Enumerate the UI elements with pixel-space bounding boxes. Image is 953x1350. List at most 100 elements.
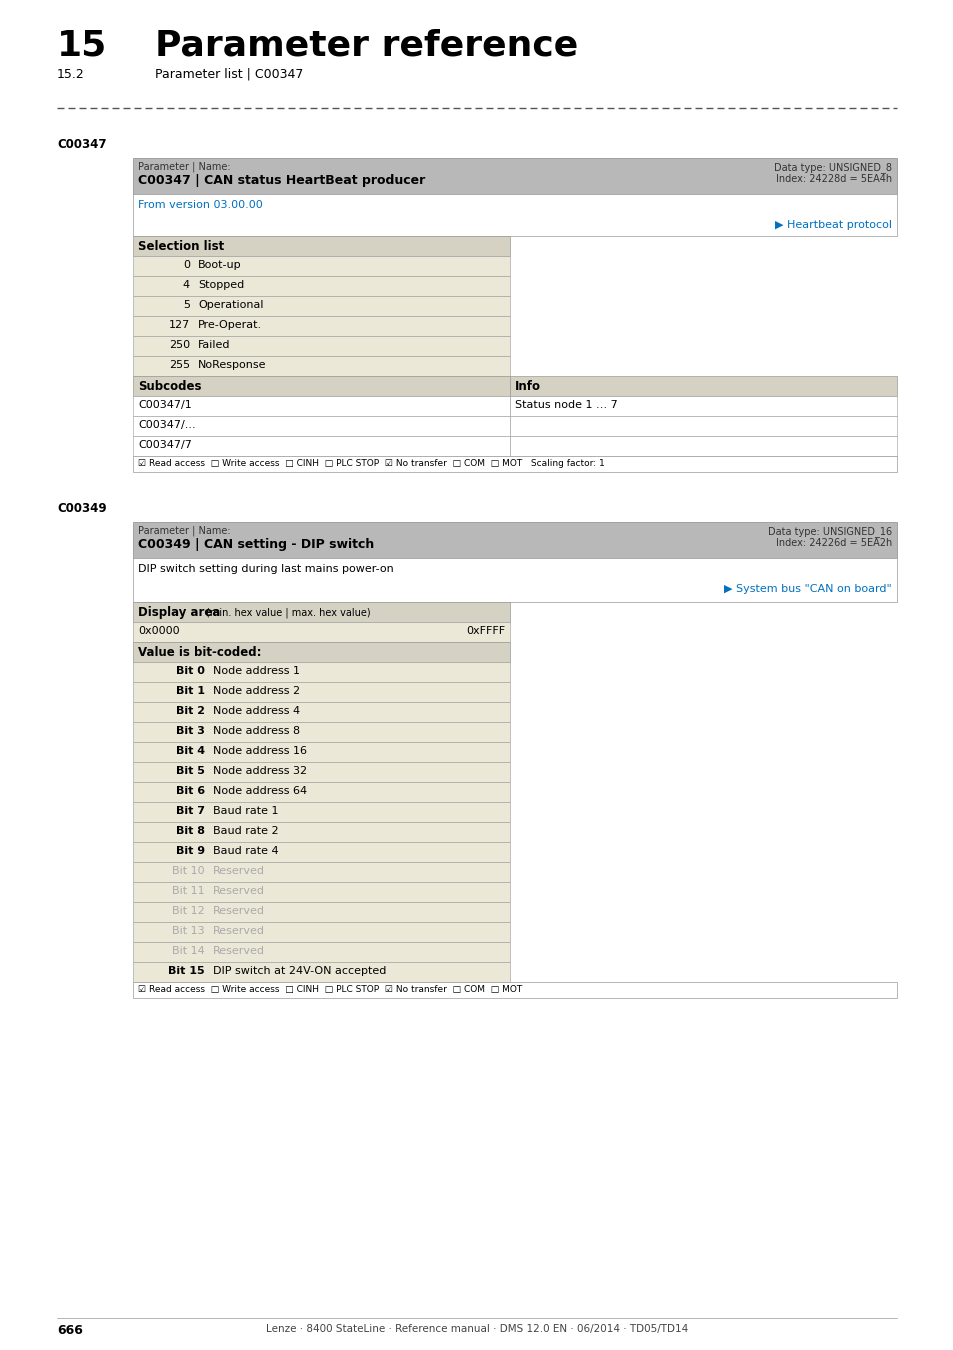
Text: Lenze · 8400 StateLine · Reference manual · DMS 12.0 EN · 06/2014 · TD05/TD14: Lenze · 8400 StateLine · Reference manua…	[266, 1324, 687, 1334]
Text: Data type: UNSIGNED_8: Data type: UNSIGNED_8	[773, 162, 891, 173]
Text: Bit 8: Bit 8	[175, 826, 205, 836]
Text: Index: 24228d = 5EA4h: Index: 24228d = 5EA4h	[775, 174, 891, 184]
Bar	[132, 194, 896, 236]
Bar	[132, 336, 510, 356]
Bar	[132, 275, 510, 296]
Text: Failed: Failed	[198, 340, 231, 350]
Bar	[132, 456, 896, 472]
Text: Parameter reference: Parameter reference	[154, 28, 578, 62]
Bar	[132, 942, 510, 963]
Bar	[132, 882, 510, 902]
Text: C00349 | CAN setting - DIP switch: C00349 | CAN setting - DIP switch	[138, 539, 374, 551]
Bar	[132, 743, 510, 761]
Text: Baud rate 1: Baud rate 1	[213, 806, 278, 815]
Text: Bit 5: Bit 5	[176, 765, 205, 776]
Text: 5: 5	[183, 300, 190, 310]
Text: C00347: C00347	[57, 138, 107, 151]
Text: Bit 11: Bit 11	[172, 886, 205, 896]
Text: Status node 1 … 7: Status node 1 … 7	[515, 400, 618, 410]
Text: Bit 4: Bit 4	[175, 747, 205, 756]
Text: Node address 32: Node address 32	[213, 765, 307, 776]
Text: ☑ Read access  □ Write access  □ CINH  □ PLC STOP  ☑ No transfer  □ COM  □ MOT  : ☑ Read access □ Write access □ CINH □ PL…	[138, 459, 604, 468]
Text: Display area: Display area	[138, 606, 224, 620]
Text: Pre-Operat.: Pre-Operat.	[198, 320, 262, 329]
Bar	[132, 296, 510, 316]
Text: Reserved: Reserved	[213, 906, 265, 917]
Text: Bit 10: Bit 10	[172, 865, 205, 876]
Bar	[510, 416, 896, 436]
Text: Data type: UNSIGNED_16: Data type: UNSIGNED_16	[767, 526, 891, 537]
Bar	[132, 356, 510, 377]
Bar	[132, 702, 510, 722]
Text: Node address 2: Node address 2	[213, 686, 300, 697]
Bar	[132, 922, 510, 942]
Text: Node address 8: Node address 8	[213, 726, 300, 736]
Text: C00347/...: C00347/...	[138, 420, 195, 431]
Bar	[132, 416, 510, 436]
Text: 0: 0	[183, 261, 190, 270]
Text: Stopped: Stopped	[198, 279, 244, 290]
Text: Baud rate 4: Baud rate 4	[213, 846, 278, 856]
Text: 4: 4	[183, 279, 190, 290]
Bar	[132, 316, 510, 336]
Text: ☑ Read access  □ Write access  □ CINH  □ PLC STOP  ☑ No transfer  □ COM  □ MOT: ☑ Read access □ Write access □ CINH □ PL…	[138, 986, 521, 994]
Text: DIP switch at 24V-ON accepted: DIP switch at 24V-ON accepted	[213, 967, 386, 976]
Text: 15: 15	[57, 28, 107, 62]
Text: Parameter | Name:: Parameter | Name:	[138, 526, 231, 536]
Bar	[510, 436, 896, 456]
Text: 0x0000: 0x0000	[138, 626, 179, 636]
Text: Bit 14: Bit 14	[172, 946, 205, 956]
Text: Reserved: Reserved	[213, 946, 265, 956]
Text: Reserved: Reserved	[213, 886, 265, 896]
Text: Bit 1: Bit 1	[175, 686, 205, 697]
Text: ▶ Heartbeat protocol: ▶ Heartbeat protocol	[774, 220, 891, 230]
Text: C00349: C00349	[57, 502, 107, 514]
Text: 127: 127	[169, 320, 190, 329]
Text: Reserved: Reserved	[213, 926, 265, 936]
Text: Parameter list | C00347: Parameter list | C00347	[154, 68, 303, 81]
Text: C00347/7: C00347/7	[138, 440, 192, 450]
Bar	[510, 377, 896, 396]
Text: Index: 24226d = 5EA2h: Index: 24226d = 5EA2h	[775, 539, 891, 548]
Text: Bit 3: Bit 3	[176, 726, 205, 736]
Bar	[132, 863, 510, 882]
Text: DIP switch setting during last mains power-on: DIP switch setting during last mains pow…	[138, 564, 394, 574]
Text: Boot-up: Boot-up	[198, 261, 241, 270]
Text: Operational: Operational	[198, 300, 263, 310]
Text: 0xFFFF: 0xFFFF	[465, 626, 504, 636]
Bar	[132, 902, 510, 922]
Text: From version 03.00.00: From version 03.00.00	[138, 200, 262, 211]
Text: NoResponse: NoResponse	[198, 360, 266, 370]
Bar	[132, 802, 510, 822]
Bar	[132, 256, 510, 275]
Bar	[132, 436, 510, 456]
Text: Value is bit-coded:: Value is bit-coded:	[138, 647, 261, 659]
Bar	[510, 396, 896, 416]
Bar	[132, 662, 510, 682]
Bar	[132, 558, 896, 602]
Bar	[132, 602, 510, 622]
Bar	[132, 622, 510, 643]
Text: Info: Info	[515, 379, 540, 393]
Text: Parameter | Name:: Parameter | Name:	[138, 162, 231, 173]
Bar	[132, 782, 510, 802]
Text: Bit 15: Bit 15	[168, 967, 205, 976]
Text: Bit 2: Bit 2	[175, 706, 205, 716]
Text: Bit 6: Bit 6	[175, 786, 205, 796]
Text: C00347 | CAN status HeartBeat producer: C00347 | CAN status HeartBeat producer	[138, 174, 425, 188]
Bar	[132, 236, 510, 256]
Text: C00347/1: C00347/1	[138, 400, 192, 410]
Text: Baud rate 2: Baud rate 2	[213, 826, 278, 836]
Text: Bit 7: Bit 7	[175, 806, 205, 815]
Text: 255: 255	[169, 360, 190, 370]
Text: Node address 4: Node address 4	[213, 706, 300, 716]
Text: Reserved: Reserved	[213, 865, 265, 876]
Bar	[132, 158, 896, 194]
Bar	[132, 722, 510, 742]
Bar	[132, 963, 510, 981]
Bar	[132, 396, 510, 416]
Bar	[132, 842, 510, 863]
Text: Bit 9: Bit 9	[175, 846, 205, 856]
Text: 15.2: 15.2	[57, 68, 85, 81]
Text: 250: 250	[169, 340, 190, 350]
